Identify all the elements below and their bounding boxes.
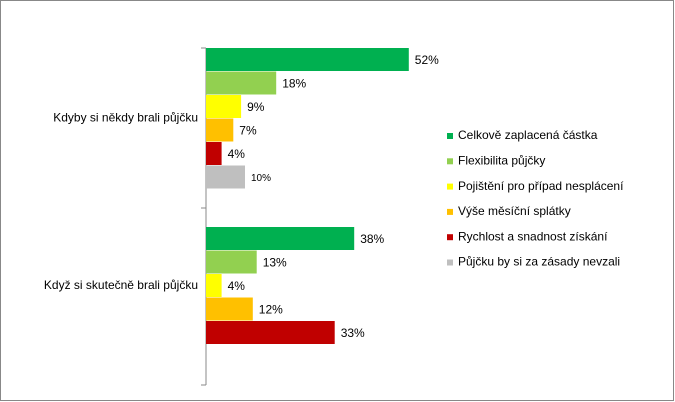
bar — [206, 274, 222, 297]
legend-swatch — [447, 183, 453, 190]
bar — [206, 95, 242, 118]
bar — [206, 142, 222, 165]
legend-swatch — [447, 158, 453, 165]
value-label: 9% — [247, 100, 265, 114]
value-label: 52% — [415, 53, 439, 67]
bar — [206, 165, 245, 189]
bar — [206, 48, 409, 71]
legend-swatch — [447, 133, 453, 139]
value-label: 4% — [228, 147, 246, 161]
bar — [206, 118, 234, 142]
legend-swatch — [447, 259, 453, 266]
legend-swatch — [447, 234, 453, 241]
bar — [206, 321, 335, 344]
bar — [206, 71, 277, 95]
bar — [206, 297, 253, 321]
category-label: Když si skutečně brali půjčku — [44, 278, 198, 292]
legend-swatch — [447, 208, 453, 215]
value-label: 10% — [251, 173, 271, 184]
value-label: 4% — [228, 279, 246, 293]
bar — [206, 250, 257, 274]
legend-label: Pojištění pro případ nesplácení — [458, 179, 624, 193]
value-label: 38% — [360, 232, 384, 246]
value-label: 7% — [239, 123, 257, 137]
bar — [206, 227, 355, 250]
value-label: 13% — [263, 255, 287, 269]
legend-label: Rychlost a snadnost získání — [458, 229, 608, 243]
value-label: 33% — [341, 326, 365, 340]
value-label: 18% — [282, 76, 306, 90]
legend-label: Výše měsíční splátky — [458, 204, 571, 218]
legend-label: Celkově zaplacená částka — [458, 128, 598, 142]
category-label: Kdyby si někdy brali půjčku — [53, 111, 198, 125]
value-label: 12% — [259, 302, 283, 316]
legend-label: Flexibilita půjčky — [458, 153, 545, 167]
legend-label: Půjčku by si za zásady nevzali — [458, 255, 620, 269]
